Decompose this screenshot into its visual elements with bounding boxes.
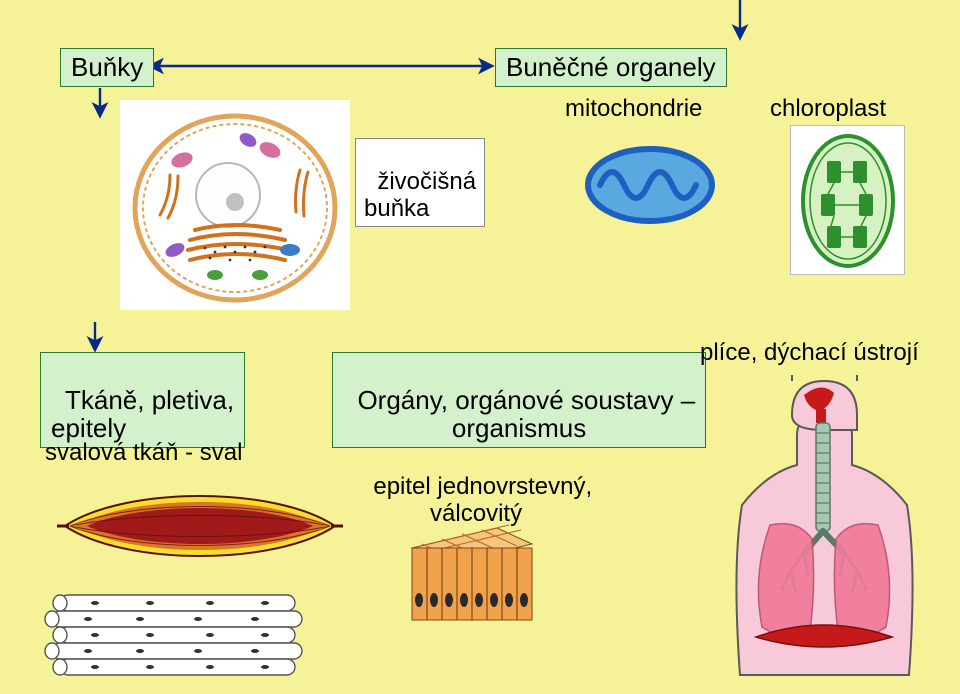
label-epitel: epitel jednovrstevný, válcovitý (360, 448, 592, 527)
label-zivocisna-bunka: živočišná buňka (355, 138, 485, 227)
label-tkane: Tkáně, pletiva, epitely (40, 352, 245, 448)
illustration-respiratory (712, 375, 937, 685)
illustration-chloroplast (790, 125, 905, 275)
label-plice: plíce, dýchací ústrojí (700, 340, 919, 366)
label-bunky-text: Buňky (71, 52, 143, 82)
illustration-animal-cell (120, 100, 350, 310)
label-bunky: Buňky (60, 48, 154, 87)
label-organely: Buněčné organely (495, 48, 727, 87)
illustration-epithelium (402, 520, 537, 630)
label-organy: Orgány, orgánové soustavy – organismus (332, 352, 706, 448)
label-svalova-tkan: svalová tkáň - sval (45, 440, 242, 466)
illustration-mitochondrion (575, 135, 725, 235)
label-mitochondrie: mitochondrie (565, 96, 702, 122)
label-chloroplast: chloroplast (770, 96, 886, 122)
label-organely-text: Buněčné organely (506, 52, 716, 82)
illustration-muscle (55, 478, 345, 573)
illustration-muscle-fibers (40, 585, 315, 685)
